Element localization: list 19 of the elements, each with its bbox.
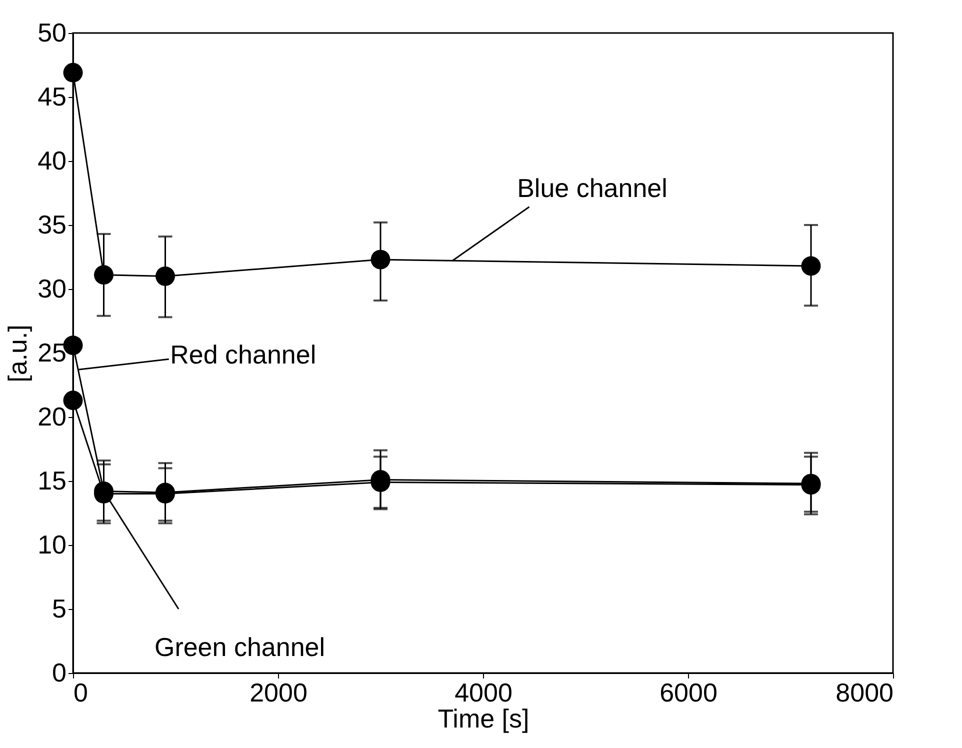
y-tick-label: 10 (38, 530, 66, 560)
annotation: Red channel (170, 340, 316, 370)
y-tick-label: 35 (38, 210, 66, 240)
y-tick-label: 25 (38, 338, 66, 368)
x-tick-label: 2000 (250, 678, 308, 708)
y-tick-label: 50 (38, 18, 66, 48)
y-tick-label: 15 (38, 466, 66, 496)
annotation: Blue channel (517, 172, 668, 203)
x-tick-label: 8000 (836, 678, 894, 708)
y-tick-label: 30 (38, 274, 66, 304)
x-tick-label: 6000 (660, 678, 718, 708)
y-axis-title: [a.u.] (2, 324, 33, 382)
x-tick-label: 0 (74, 678, 88, 708)
y-tick-label: 45 (38, 82, 66, 112)
annotation: Green channel (154, 632, 326, 662)
y-tick-label: 20 (38, 402, 66, 432)
y-tick-label: 0 (52, 658, 66, 688)
y-tick-label: 5 (52, 594, 66, 624)
y-tick-label: 40 (38, 146, 66, 176)
